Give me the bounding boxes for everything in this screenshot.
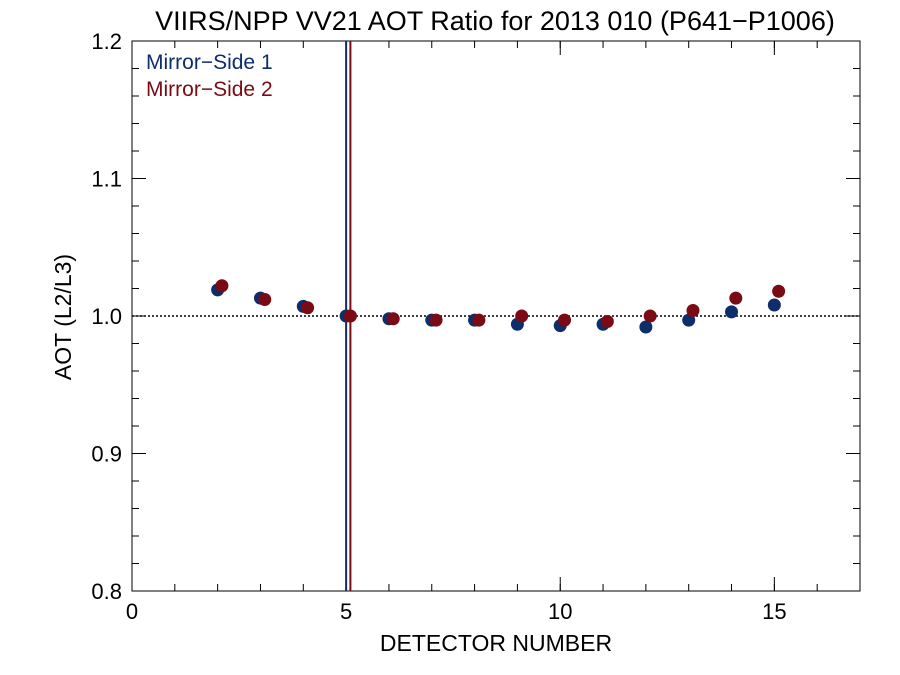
plot-area: 0 5 10 15 0.8 0.9 1.0 1.1 1.2 Mirror−Side 1 Mirror… (91, 29, 861, 624)
series-2-point (429, 313, 443, 327)
series-2-point (643, 309, 657, 323)
series-2-point (515, 309, 529, 323)
series-2-point (686, 304, 700, 317)
series-2-point (472, 313, 486, 327)
series-2-point (600, 315, 614, 328)
x-tick-label: 10 (548, 599, 572, 624)
y-tick-label: 0.9 (91, 442, 122, 467)
series-2-point (729, 291, 743, 305)
y-tick-label: 0.8 (91, 579, 122, 604)
series-2-point (558, 313, 572, 327)
series-2-point (772, 284, 786, 298)
series-2-point (386, 312, 400, 326)
x-axis-label: DETECTOR NUMBER (380, 630, 612, 656)
x-tick-label: 5 (340, 599, 352, 624)
series-1-point (767, 298, 781, 312)
series-2-point (215, 279, 229, 293)
y-axis-label: AOT (L2/L3) (50, 254, 76, 380)
series-2-point (301, 301, 315, 315)
series-1-point (639, 320, 653, 334)
y-tick-label: 1.2 (91, 29, 122, 54)
x-tick-label: 15 (762, 599, 786, 624)
legend-entry-2: Mirror−Side 2 (146, 78, 273, 101)
series-1-point (725, 305, 739, 319)
legend-entry-1: Mirror−Side 1 (146, 51, 273, 74)
series-2-point (258, 293, 272, 306)
chart-title: VIIRS/NPP VV21 AOT Ratio for 2013 010 (P… (155, 6, 835, 36)
series-2-point (343, 309, 357, 323)
y-tick-label: 1.0 (91, 304, 122, 329)
x-tick-label: 0 (126, 599, 138, 624)
y-tick-label: 1.1 (91, 167, 122, 192)
